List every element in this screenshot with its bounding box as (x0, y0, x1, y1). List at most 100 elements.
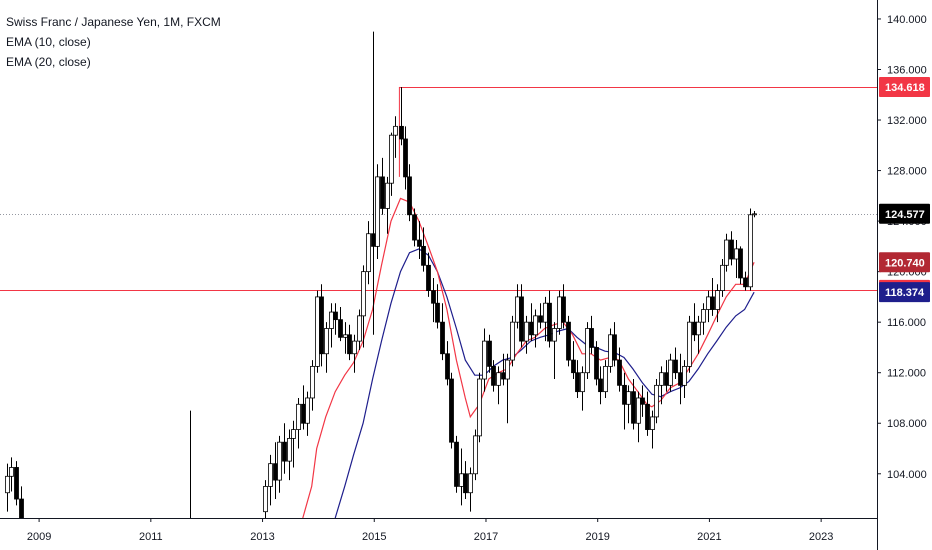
candle-down (673, 359, 678, 374)
candle-up (352, 340, 357, 355)
candle-down (738, 248, 743, 279)
chart-legend: Swiss Franc / Japanese Yen, 1M, FXCM EMA… (6, 12, 221, 72)
candle-up (315, 296, 320, 367)
candle-up (543, 302, 548, 323)
x-tick-label: 2011 (139, 531, 163, 543)
candle-down (282, 441, 287, 462)
price-tag-label: 134.618 (885, 82, 925, 94)
price-tag-ema10 (879, 252, 930, 273)
candle-up (277, 441, 282, 481)
candle-up (724, 239, 729, 266)
candle-down (347, 334, 352, 355)
candle-down (664, 372, 669, 386)
y-tick-label: 104.000 (887, 469, 927, 481)
candle-up (687, 321, 692, 367)
candle-up (626, 391, 631, 405)
price-tag-resistance (879, 76, 930, 97)
candle-up (701, 309, 706, 323)
candle-down (403, 138, 408, 178)
candle-down (319, 296, 324, 355)
y-tick-label: 140.000 (887, 14, 927, 26)
candle-down (617, 359, 622, 386)
candle-up (748, 214, 753, 288)
candle-up (734, 248, 739, 260)
candle-up (510, 321, 515, 361)
x-tick-label: 2013 (250, 531, 274, 543)
candle-up (477, 378, 482, 437)
candle-up (696, 321, 701, 336)
candle-up (263, 486, 268, 513)
price-tag-label: 124.577 (885, 209, 925, 221)
price-tag-label: 118.374 (885, 287, 925, 299)
y-tick-label: 108.000 (887, 418, 927, 430)
x-tick-label: 2023 (809, 531, 833, 543)
candle-up (296, 403, 301, 430)
candle-down (371, 233, 376, 247)
candle-up (585, 328, 590, 374)
candle-up (552, 328, 557, 342)
candle-up (9, 467, 14, 477)
candle-up (715, 290, 720, 310)
candle-down (449, 378, 454, 443)
candle-down (743, 277, 748, 288)
y-tick-label: 112.000 (887, 368, 926, 380)
candle-up (385, 182, 390, 209)
ema10-label[interactable]: EMA (10, close) (6, 35, 91, 49)
candle-up (305, 397, 310, 424)
candle-down (431, 290, 436, 304)
ema20-label[interactable]: EMA (20, close) (6, 55, 91, 69)
candle-down (301, 403, 306, 424)
price-tag-ema20 (879, 282, 930, 303)
candle-down (440, 321, 445, 355)
candle-down (538, 315, 543, 323)
candle-down (333, 311, 338, 321)
candle-down (273, 463, 278, 481)
candle-down (445, 353, 450, 380)
candle-down (421, 245, 426, 266)
candle-down (19, 498, 24, 518)
candle-down (435, 302, 440, 323)
candle-up (473, 435, 478, 475)
candle-up (366, 233, 371, 273)
candle-up (533, 315, 538, 336)
candle-down (575, 372, 580, 393)
y-tick-label: 116.000 (887, 317, 926, 329)
candle-down (598, 378, 603, 393)
ema20-line (334, 248, 755, 518)
price-tag-last-price (879, 203, 930, 224)
candle-down (566, 321, 571, 361)
candle-down (407, 176, 412, 216)
candle-up (287, 438, 292, 462)
candle-down (14, 467, 19, 500)
candle-down (463, 473, 468, 494)
candle-up (496, 372, 501, 386)
candle-up (654, 384, 659, 418)
candle-up (291, 429, 296, 439)
candle-up (393, 125, 398, 136)
plot-area (0, 31, 877, 518)
candle-up (389, 134, 394, 184)
candle-down (412, 214, 417, 241)
candle-down (589, 328, 594, 348)
x-tick-label: 2017 (474, 531, 498, 543)
candle-down (501, 372, 506, 380)
candle-down (729, 239, 734, 260)
candle-up (310, 365, 315, 399)
candle-down (710, 296, 715, 310)
candle-up (580, 372, 585, 393)
candle-up (524, 321, 529, 342)
candle-down (487, 340, 492, 367)
candle-up (659, 372, 664, 386)
symbol-title[interactable]: Swiss Franc / Japanese Yen, 1M, FXCM (6, 15, 221, 29)
x-tick-label: 2021 (697, 531, 721, 543)
candle-up (505, 359, 510, 380)
candle-down (399, 125, 404, 140)
candle-down (678, 372, 683, 386)
candle-up (668, 359, 673, 386)
y-tick-label: 132.000 (887, 115, 927, 127)
y-tick-label: 136.000 (887, 64, 927, 76)
candle-down (454, 441, 459, 487)
candle-down (631, 391, 636, 424)
candle-up (375, 176, 380, 247)
